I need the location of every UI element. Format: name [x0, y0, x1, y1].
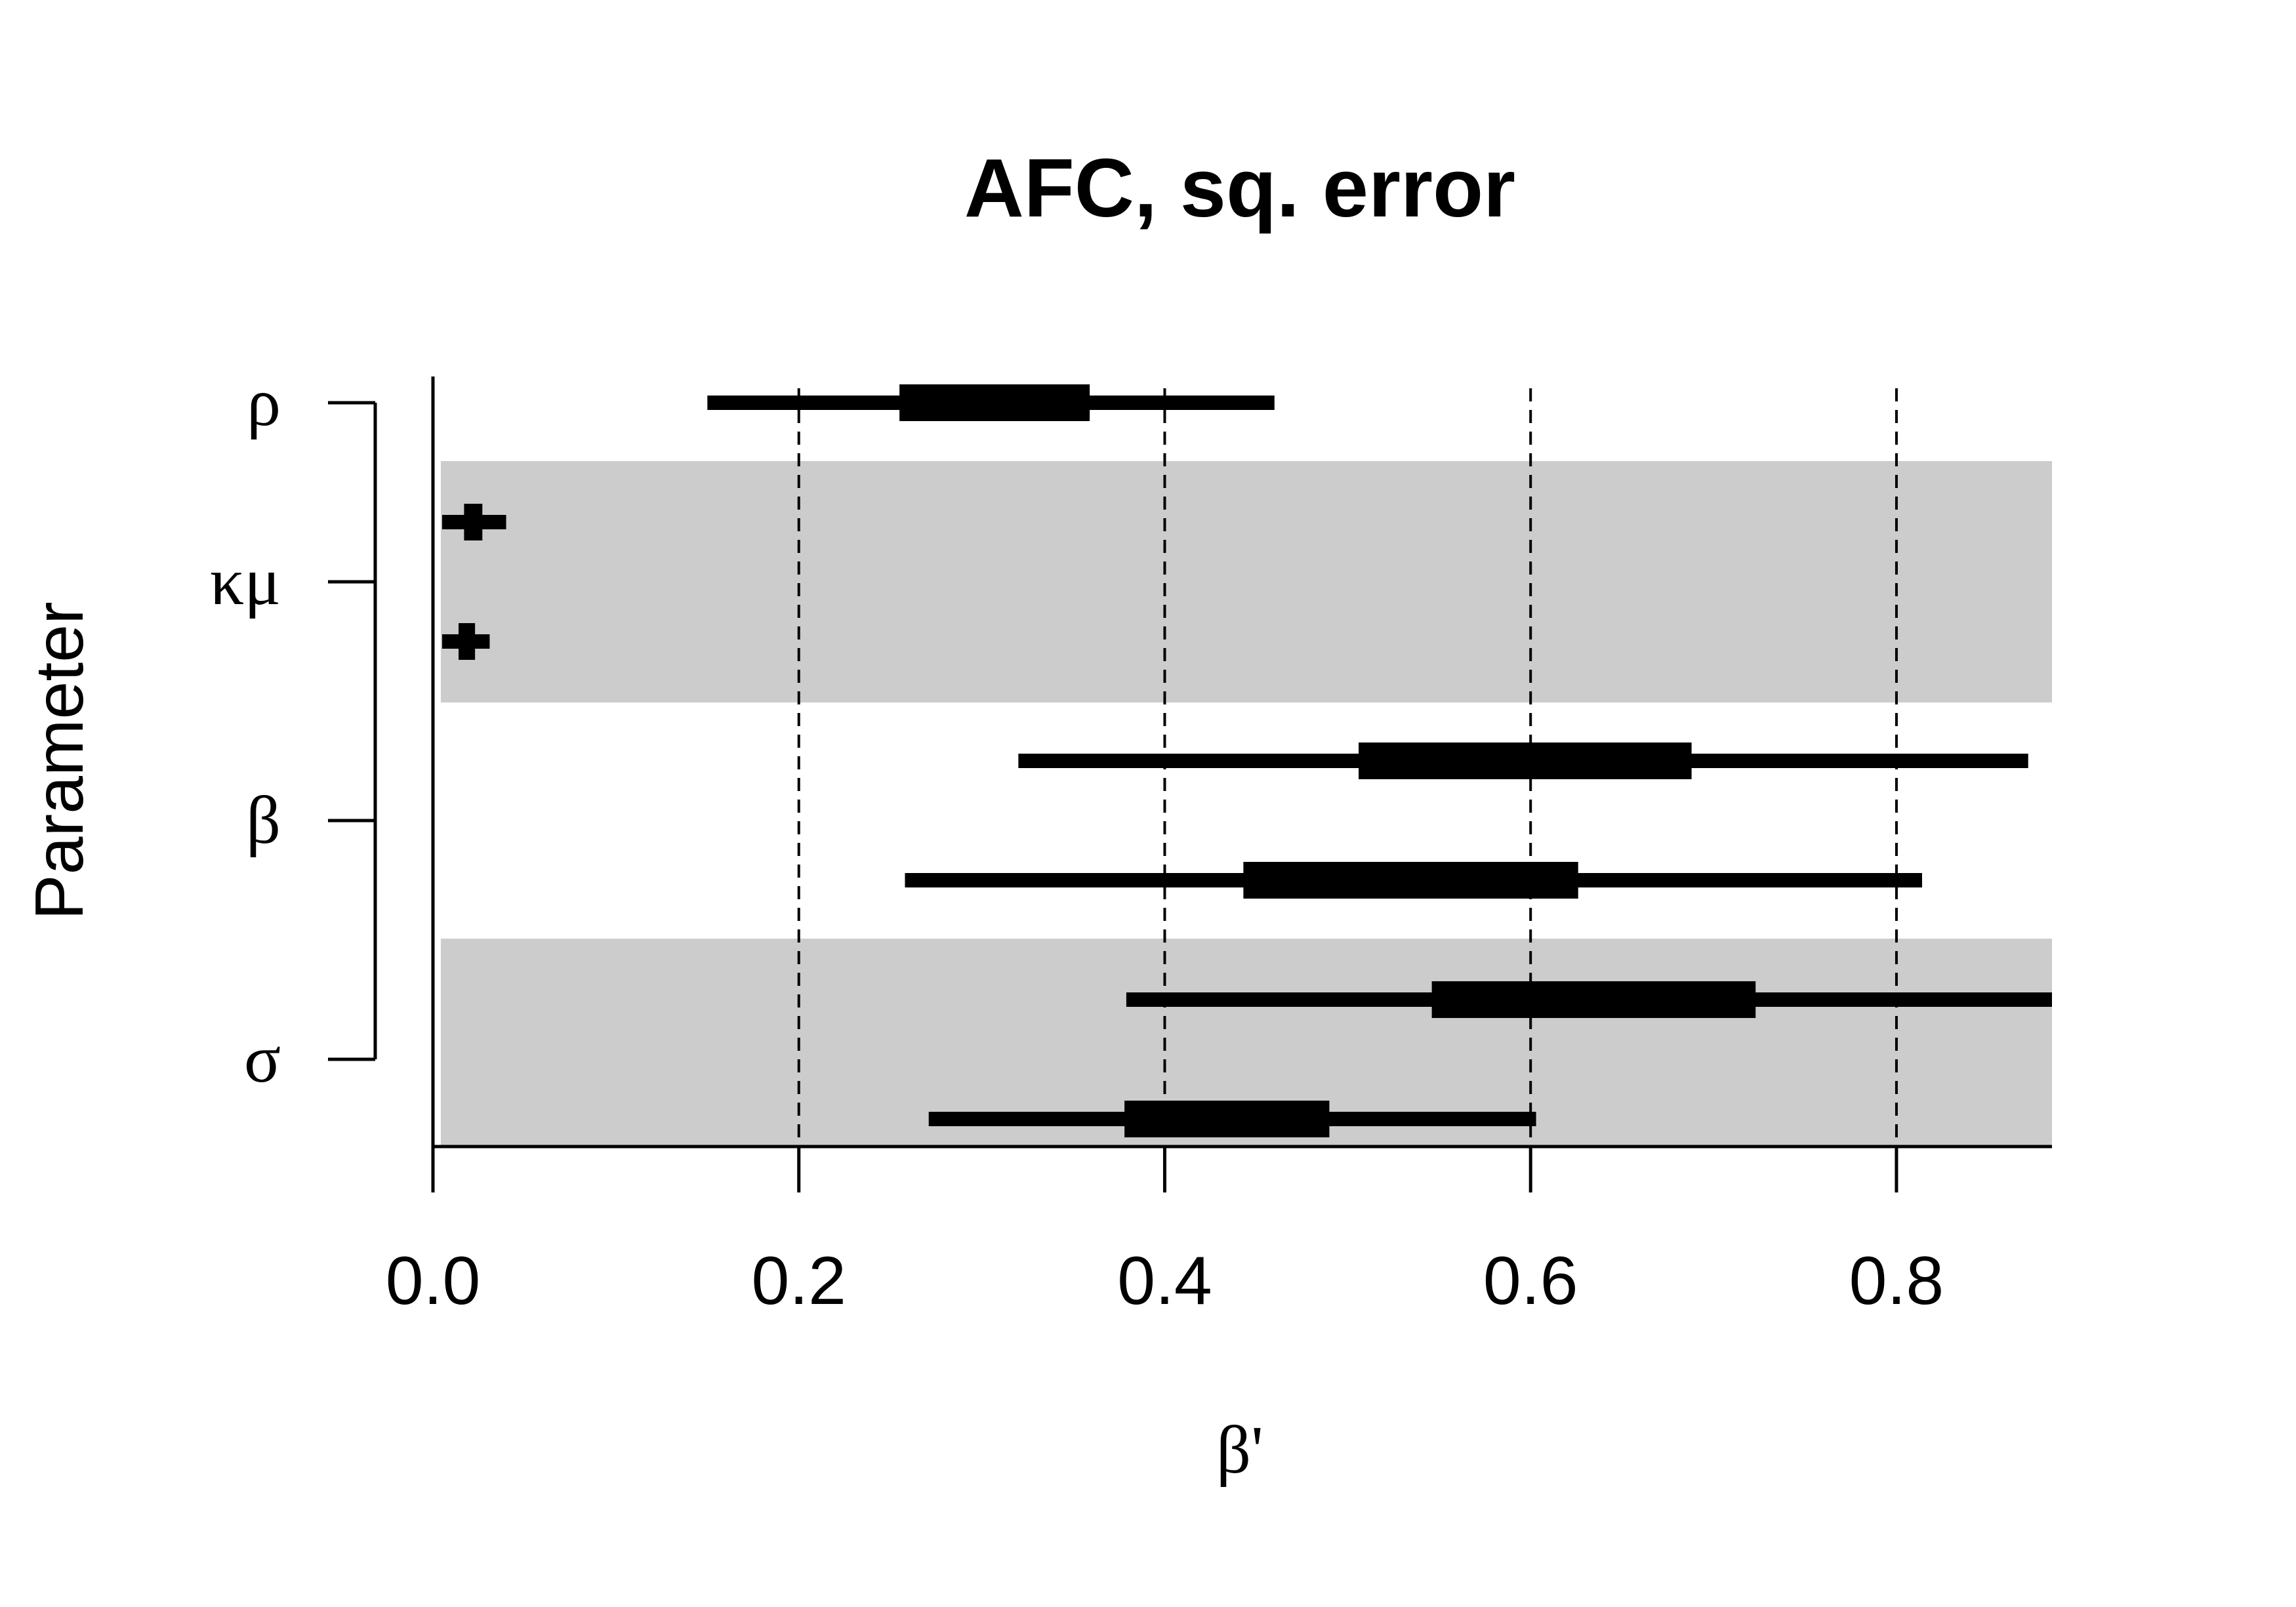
chart-text: AFC, sq. error Parameter β' 0.0 0.2 0.4 0.6…	[22, 142, 1944, 1488]
x-tick-label: 0.0	[386, 1243, 481, 1319]
x-tick-label: 0.8	[1849, 1243, 1944, 1319]
axes	[328, 376, 2052, 1192]
intervals	[441, 384, 2052, 1137]
group-label: ρ	[247, 365, 281, 440]
group-label: β	[246, 783, 281, 858]
y-axis-title: Parameter	[22, 601, 98, 920]
x-tick-label: 0.2	[751, 1243, 846, 1319]
chart-title: AFC, sq. error	[964, 142, 1515, 234]
x-axis-title: β'	[1216, 1412, 1263, 1488]
x-tick-label: 0.4	[1117, 1243, 1212, 1319]
x-tick-label: 0.6	[1483, 1243, 1578, 1319]
group-label: σ	[244, 1021, 281, 1097]
shaded-band-κμ	[441, 461, 2052, 702]
shaded-bands	[441, 461, 2052, 1147]
group-label: κμ	[210, 544, 281, 619]
